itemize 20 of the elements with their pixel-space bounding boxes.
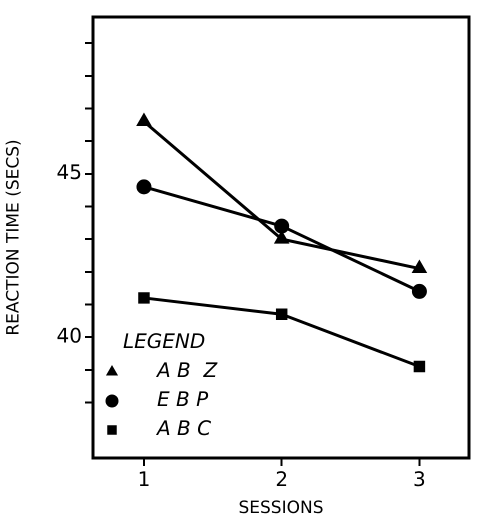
y-tick-label: 45 [56,160,82,184]
y-tick-label: 40 [56,323,82,348]
legend-title: LEGEND [123,329,206,354]
x-axis-title: SESSIONS [238,498,324,518]
point [274,232,288,244]
legend-label: A B C [155,416,212,440]
point [412,261,426,274]
x-tick-label: 2 [275,467,288,492]
x-tick-label: 3 [413,467,426,492]
point [137,114,151,126]
point [276,308,288,320]
legend-label: A B Z [155,358,218,382]
point [274,218,290,234]
x-tick-label: 1 [138,467,150,492]
legend-label: E B P [157,387,210,412]
point [138,292,150,304]
y-axis-title: REACTION TIME (SECS) [4,139,24,336]
point [412,284,427,299]
point [136,179,152,194]
point [414,360,426,372]
